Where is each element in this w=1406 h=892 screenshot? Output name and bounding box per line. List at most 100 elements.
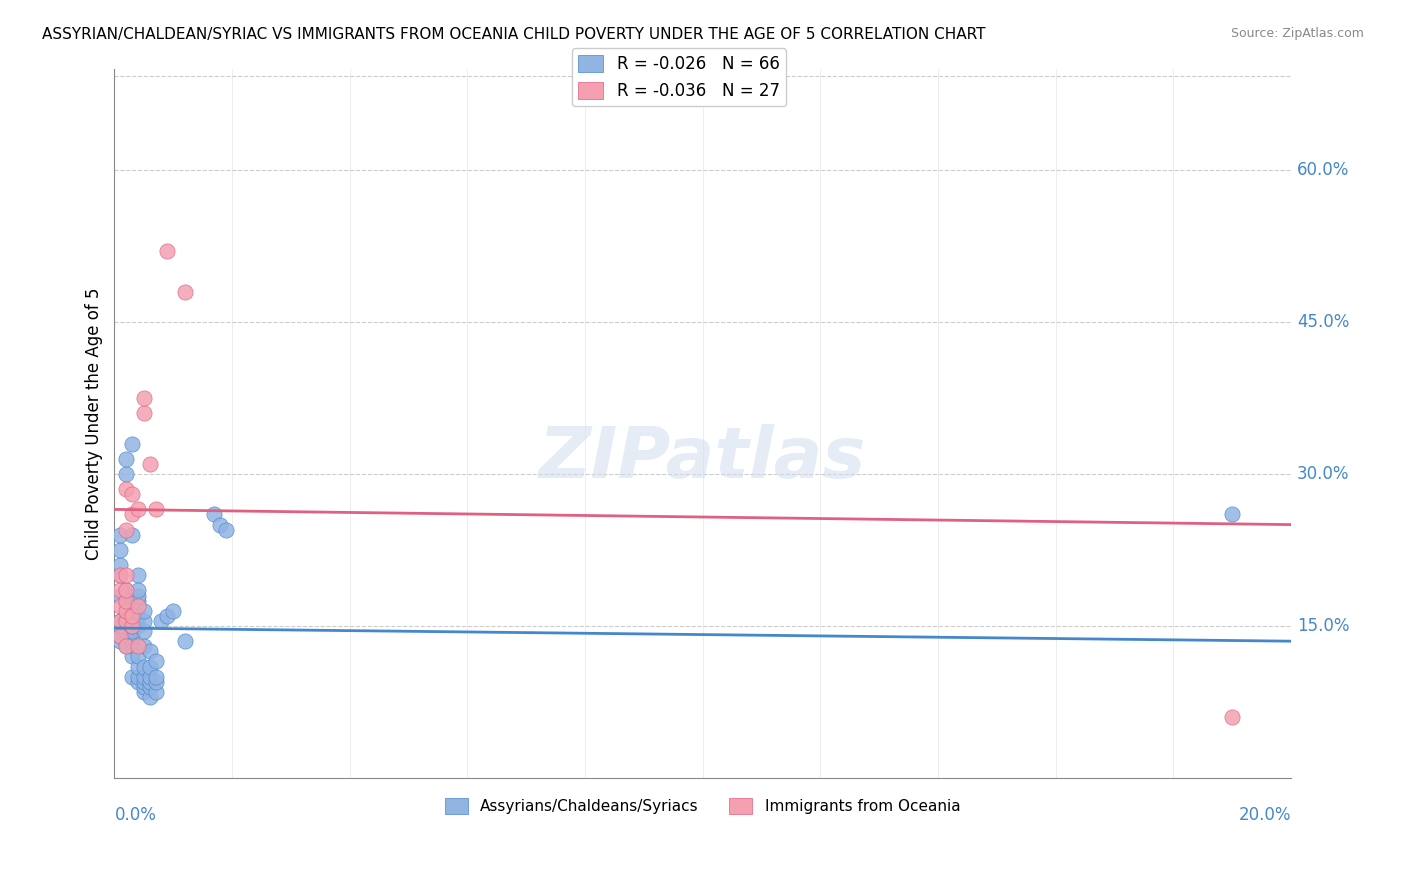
Point [121,629,143,643]
Text: ZIPatlas: ZIPatlas [538,425,866,493]
Text: 0.0%: 0.0% [114,806,156,824]
Point [156,608,179,623]
Point [127,659,149,673]
Point [127,649,149,664]
Point [110,589,132,603]
Text: 15.0%: 15.0% [1296,617,1350,635]
Point [145,685,167,699]
Point [115,568,138,582]
Point [115,593,138,607]
Point [145,674,167,689]
Point [132,604,155,618]
Point [215,523,238,537]
Point [115,523,138,537]
Point [110,558,132,573]
Point [138,670,160,684]
Point [115,589,138,603]
Point [110,568,132,582]
Point [132,391,155,405]
Point [1220,710,1243,724]
Text: 20.0%: 20.0% [1239,806,1291,824]
Point [132,674,155,689]
Point [209,517,232,532]
Point [115,467,138,481]
Point [174,285,197,299]
Point [121,608,143,623]
Point [132,680,155,694]
Point [110,527,132,541]
Point [121,649,143,664]
Point [138,659,160,673]
Point [115,451,138,466]
Point [127,583,149,598]
Point [110,614,132,628]
Point [127,589,149,603]
Point [127,619,149,633]
Point [162,604,184,618]
Point [110,599,132,613]
Point [127,639,149,653]
Text: 45.0%: 45.0% [1296,313,1350,331]
Point [110,614,132,628]
Point [127,593,149,607]
Point [127,599,149,613]
Point [121,614,143,628]
Point [121,670,143,684]
Point [115,604,138,618]
Point [115,624,138,638]
Point [132,670,155,684]
Point [138,680,160,694]
Point [115,583,138,598]
Point [115,639,138,653]
Text: Source: ZipAtlas.com: Source: ZipAtlas.com [1230,27,1364,40]
Point [121,487,143,501]
Point [127,608,149,623]
Y-axis label: Child Poverty Under the Age of 5: Child Poverty Under the Age of 5 [86,287,103,559]
Text: ASSYRIAN/CHALDEAN/SYRIAC VS IMMIGRANTS FROM OCEANIA CHILD POVERTY UNDER THE AGE : ASSYRIAN/CHALDEAN/SYRIAC VS IMMIGRANTS F… [42,27,986,42]
Point [174,634,197,648]
Point [138,674,160,689]
Point [121,639,143,653]
Point [115,614,138,628]
Point [121,624,143,638]
Point [110,543,132,558]
Point [132,624,155,638]
Point [121,619,143,633]
Text: 60.0%: 60.0% [1296,161,1350,179]
Point [127,670,149,684]
Point [150,614,173,628]
Point [110,583,132,598]
Point [132,639,155,653]
Point [1220,508,1243,522]
Point [121,619,143,633]
Point [121,634,143,648]
Point [121,527,143,541]
Text: 30.0%: 30.0% [1296,465,1350,483]
Point [132,659,155,673]
Point [138,457,160,471]
Point [115,583,138,598]
Point [127,674,149,689]
Point [115,608,138,623]
Point [156,244,179,258]
Point [132,614,155,628]
Point [110,568,132,582]
Point [127,502,149,516]
Point [110,629,132,643]
Point [110,629,132,643]
Point [115,593,138,607]
Point [115,482,138,496]
Point [115,614,138,628]
Point [138,690,160,704]
Point [202,508,225,522]
Point [121,436,143,450]
Point [115,599,138,613]
Point [121,508,143,522]
Point [110,619,132,633]
Legend: Assyrians/Chaldeans/Syriacs, Immigrants from Oceania: Assyrians/Chaldeans/Syriacs, Immigrants … [439,792,966,820]
Point [145,502,167,516]
Point [110,634,132,648]
Point [138,644,160,658]
Point [145,655,167,669]
Point [115,639,138,653]
